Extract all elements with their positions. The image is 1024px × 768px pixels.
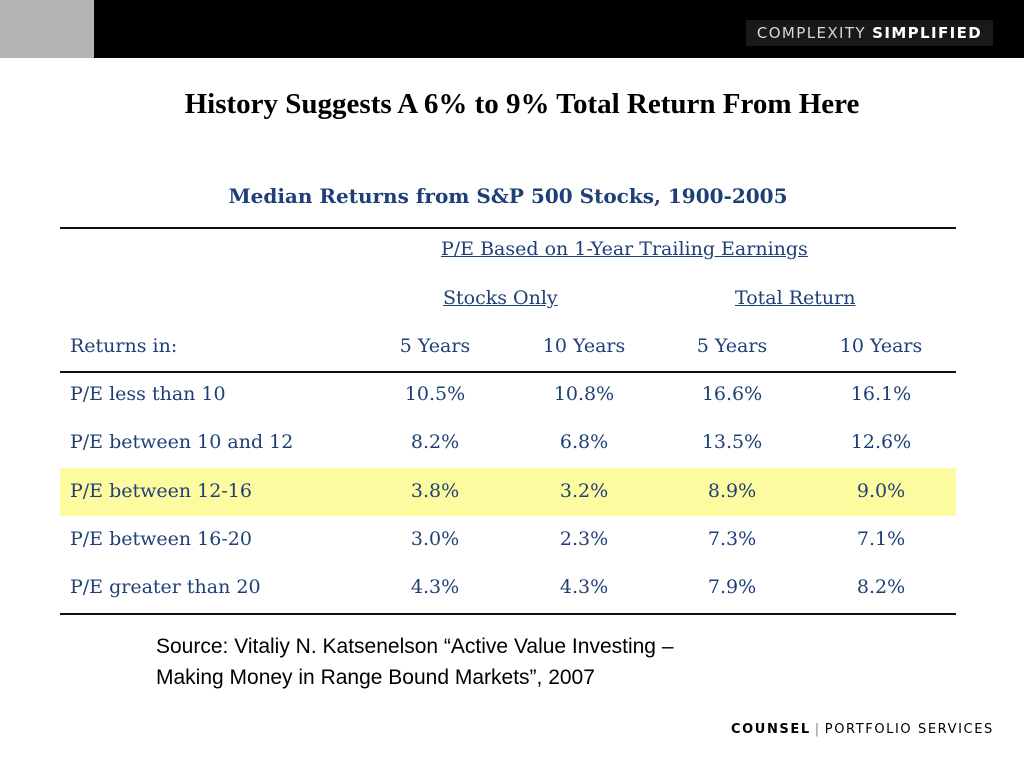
row-label: P/E greater than 20 [70, 576, 261, 598]
footer-logo-bold: COUNSEL [731, 722, 811, 737]
table-cell: 4.3% [559, 576, 609, 598]
table-cell: 7.1% [856, 528, 906, 550]
table-cell: 9.0% [856, 480, 906, 502]
row-label: P/E between 10 and 12 [70, 431, 294, 453]
row-header-label: Returns in: [70, 335, 178, 357]
table-cell: 3.2% [559, 480, 609, 502]
row-label: P/E between 12-16 [70, 480, 252, 502]
column-header: 5 Years [399, 335, 471, 357]
header-bar: COMPLEXITY SIMPLIFIED [0, 0, 1024, 58]
table-cell: 2.3% [559, 528, 609, 550]
highlighted-row-background [60, 468, 956, 516]
group-header-total-return: Total Return [735, 287, 856, 309]
table-cell: 13.5% [701, 431, 763, 453]
table-super-header: P/E Based on 1-Year Trailing Earnings [441, 238, 808, 260]
table-title: Median Returns from S&P 500 Stocks, 1900… [228, 184, 788, 208]
table-cell: 16.6% [701, 383, 763, 405]
table-cell: 10.5% [404, 383, 466, 405]
table-cell: 6.8% [559, 431, 609, 453]
row-label: P/E between 16-20 [70, 528, 252, 550]
table-cell: 16.1% [850, 383, 912, 405]
table-rule-bottom [60, 613, 956, 615]
source-line: Making Money in Range Bound Markets”, 20… [156, 666, 595, 689]
row-label: P/E less than 10 [70, 383, 226, 405]
table-cell: 8.2% [856, 576, 906, 598]
table-cell: 10.8% [553, 383, 615, 405]
column-header: 10 Years [542, 335, 626, 357]
group-header-stocks-only: Stocks Only [443, 287, 558, 309]
table-rule-top [60, 227, 956, 229]
table-cell: 7.9% [707, 576, 757, 598]
header-accent-block [0, 0, 94, 58]
footer-logo: COUNSEL | PORTFOLIO SERVICES [731, 722, 994, 737]
slide-title: History Suggests A 6% to 9% Total Return… [184, 88, 860, 120]
column-header: 5 Years [696, 335, 768, 357]
brand-text-light: COMPLEXITY [756, 24, 866, 42]
table-cell: 12.6% [850, 431, 912, 453]
table-cell: 7.3% [707, 528, 757, 550]
table-cell: 8.9% [707, 480, 757, 502]
brand-text-bold: SIMPLIFIED [872, 24, 983, 42]
table-cell: 4.3% [410, 576, 460, 598]
source-citation: Source: Vitaliy N. Katsenelson “Active V… [156, 631, 816, 693]
footer-logo-separator: | [814, 722, 821, 737]
footer-logo-light: PORTFOLIO SERVICES [824, 722, 994, 737]
table-cell: 8.2% [410, 431, 460, 453]
table-cell: 3.0% [410, 528, 460, 550]
table-cell: 3.8% [410, 480, 460, 502]
brand-logo: COMPLEXITY SIMPLIFIED [746, 20, 993, 46]
column-header: 10 Years [839, 335, 923, 357]
table-rule-header [60, 371, 956, 373]
source-line: Source: Vitaliy N. Katsenelson “Active V… [156, 635, 674, 658]
